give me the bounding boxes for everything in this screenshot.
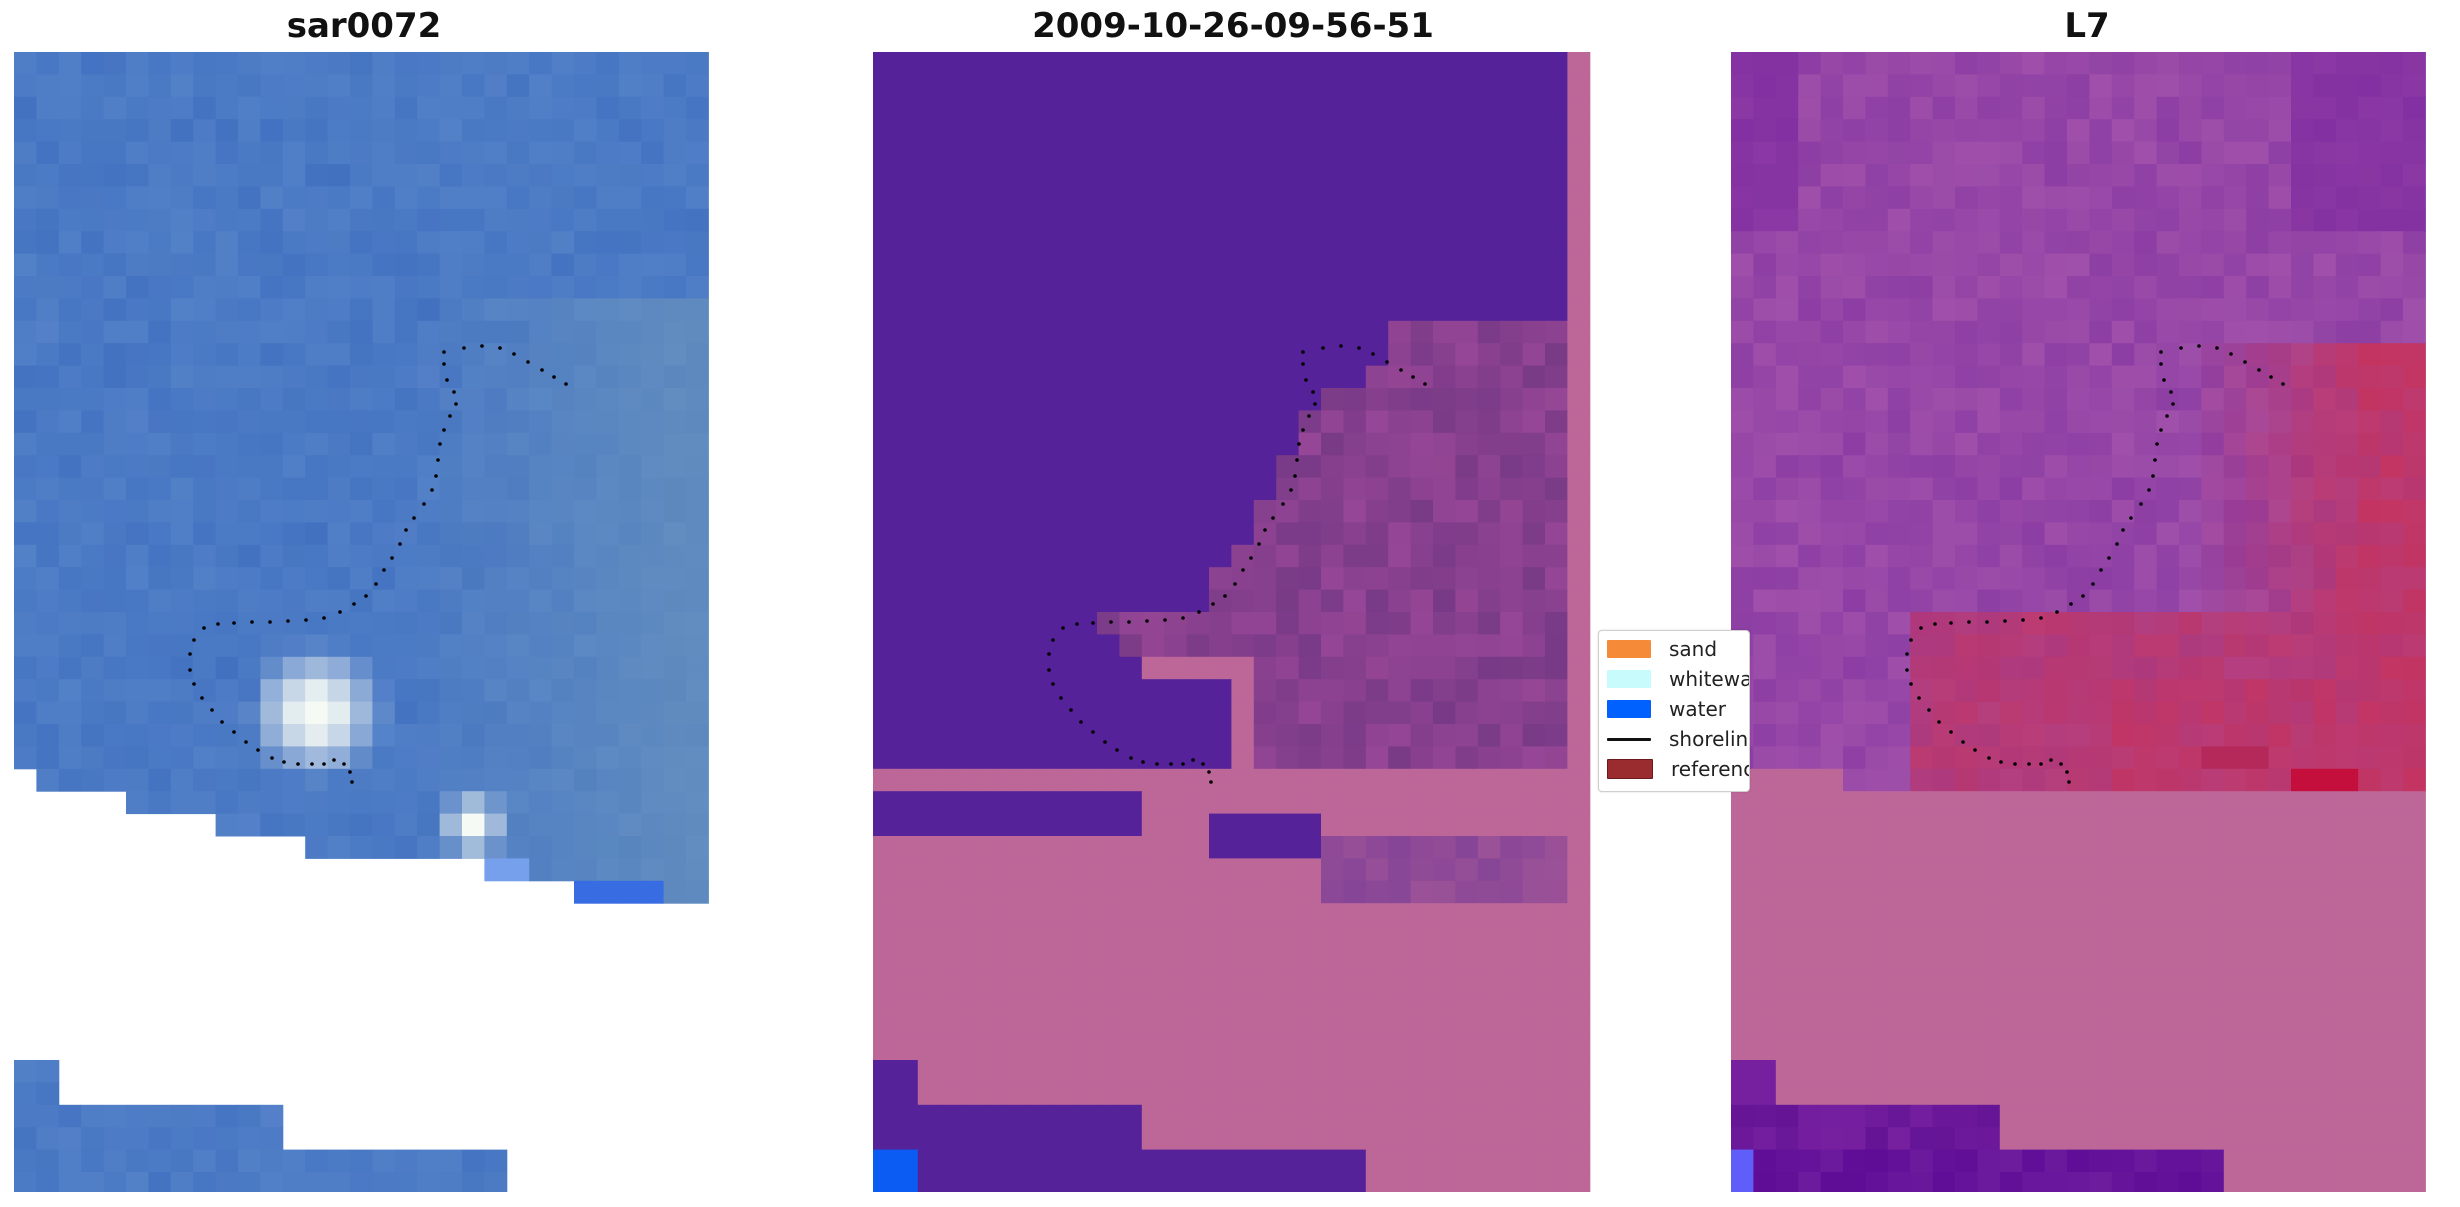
legend-item-water: water: [1607, 697, 1726, 721]
legend-label: sand: [1669, 637, 1718, 661]
legend-item-sand: sand: [1607, 637, 1717, 661]
reference-swatch: [1607, 759, 1653, 779]
index-image: [1731, 52, 2426, 1192]
rgb-image-panel: [14, 52, 714, 1192]
sand-swatch: [1607, 640, 1651, 658]
panel-title-index: L7: [2064, 6, 2110, 46]
legend-label: water: [1669, 697, 1726, 721]
legend-item-reference: reference: [1607, 757, 1749, 781]
legend-label: reference: [1671, 757, 1749, 781]
legend-item-whitewater: whitewater: [1607, 667, 1750, 691]
whitewater-swatch: [1607, 670, 1651, 688]
legend-label: shoreline: [1669, 727, 1749, 751]
index-image-panel: [1731, 52, 2443, 1192]
legend-label: whitewater: [1669, 667, 1750, 691]
rgb-pixel-grid: [14, 52, 709, 1192]
shoreline-dots: [188, 344, 568, 784]
panel-title-classified: 2009-10-26-09-56-51: [1032, 6, 1434, 46]
classified-image-panel: [873, 52, 1593, 1192]
legend-item-shoreline: shoreline: [1607, 727, 1749, 751]
shoreline-line-swatch: [1607, 737, 1651, 741]
water-swatch: [1607, 700, 1651, 718]
classified-image: [873, 52, 1591, 1192]
index-pixel-grid: [1731, 52, 2426, 1192]
shoreline-dots: [1905, 344, 2285, 784]
legend: sand whitewater water shoreline referenc…: [1598, 630, 1750, 792]
classified-pixel-grid: [873, 52, 1591, 1192]
shoreline-dots: [1047, 344, 1427, 784]
rgb-image: [14, 52, 709, 1192]
panel-title-rgb: sar0072: [286, 6, 442, 46]
